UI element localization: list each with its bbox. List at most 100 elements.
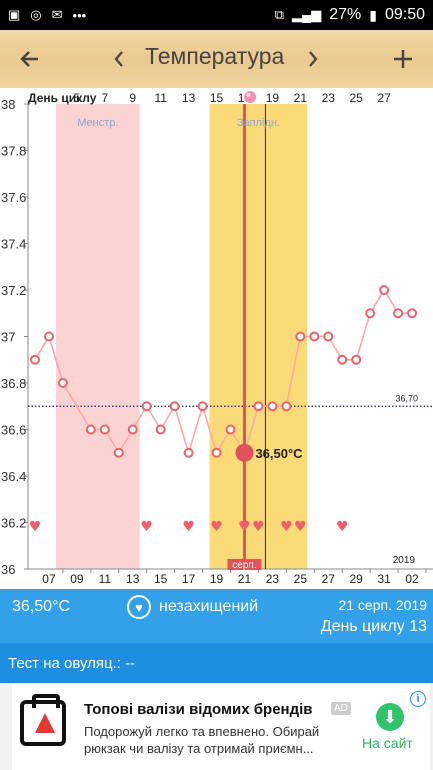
chrome-icon: ◎ <box>30 7 42 22</box>
date-label: 21 <box>238 572 252 586</box>
date-label: 02 <box>405 572 419 586</box>
temperature-point <box>99 424 110 435</box>
temperature-point <box>281 401 292 412</box>
temperature-point <box>407 308 418 319</box>
date-label: 11 <box>99 572 112 586</box>
y-tick-label: 37.4 <box>1 237 26 252</box>
date-label: 13 <box>126 572 140 586</box>
temperature-point <box>29 354 40 365</box>
date-label: 23 <box>266 572 280 586</box>
y-tick-label: 36.6 <box>1 423 26 438</box>
date-label: 25 <box>294 572 308 586</box>
next-chart-button[interactable] <box>298 30 328 88</box>
ad-title[interactable]: Топові валізи відомих брендів <box>84 701 313 718</box>
y-tick-label: 37.6 <box>1 190 26 205</box>
temperature-point <box>309 331 320 342</box>
top-axis-strip <box>0 88 433 104</box>
intercourse-heart-icon: ♥ <box>182 519 195 535</box>
date-label: 07 <box>42 572 56 586</box>
date-label: 15 <box>154 572 168 586</box>
temperature-point <box>337 354 348 365</box>
temperature-point <box>57 378 68 388</box>
y-tick-label: 36.8 <box>1 376 26 391</box>
y-tick-label: 38 <box>1 97 15 112</box>
page-title: Температура <box>145 43 285 69</box>
y-tick-label: 37.2 <box>1 283 26 298</box>
download-arrow-icon[interactable]: ⬇ <box>376 703 404 731</box>
temperature-point <box>85 424 96 435</box>
fertile-band <box>209 104 308 569</box>
chevron-right-icon <box>309 51 318 67</box>
temperature-point <box>365 308 376 319</box>
ovulation-marker-highlight <box>246 93 251 97</box>
chevron-left-icon <box>114 51 123 67</box>
gallery-icon: ▣ <box>8 7 21 22</box>
selected-cycle-day: День циклу 13 <box>320 618 427 635</box>
cycle-day-header: День циклу <box>28 91 97 105</box>
ad-text[interactable]: Подорожуй легко та впевнено. Обирай рюкз… <box>84 724 320 756</box>
ad-banner[interactable]: Топові валізи відомих брендів AD Подорож… <box>0 683 433 770</box>
y-tick-label: 37 <box>1 330 15 345</box>
ovulation-test-row[interactable]: Тест на овуляц.: -- <box>0 643 433 683</box>
app-bar: Температура <box>0 30 433 88</box>
temperature-point <box>197 401 208 412</box>
battery-percent: 27% <box>329 6 362 23</box>
more-notifications-icon: ••• <box>72 7 87 23</box>
add-button[interactable] <box>383 30 423 88</box>
ad-card[interactable] <box>12 683 430 770</box>
cycle-day-label: 13 <box>182 91 196 105</box>
cycle-day-label: 21 <box>294 91 308 105</box>
intercourse-heart-icon: ♥ <box>252 519 265 535</box>
temperature-point <box>43 331 54 342</box>
plus-icon <box>394 50 412 68</box>
intercourse-heart-icon: ♥ <box>140 519 153 535</box>
cycle-day-label: 5 <box>74 91 81 105</box>
protection-label: незахищений <box>159 598 259 615</box>
arrow-left-icon <box>20 51 38 67</box>
cycle-day-label: 25 <box>350 91 364 105</box>
date-label: 19 <box>210 572 224 586</box>
back-button[interactable] <box>8 30 52 88</box>
temperature-point <box>225 424 236 435</box>
protection-status[interactable]: ♥ незахищений <box>127 595 258 619</box>
date-label: 17 <box>182 572 196 586</box>
temperature-point <box>267 401 278 412</box>
coverline-label: 36,70 <box>395 393 418 403</box>
prev-chart-button[interactable] <box>104 30 134 88</box>
intercourse-heart-icon: ♥ <box>336 519 349 535</box>
signal-icon: ▂▄▆ <box>291 7 322 22</box>
selected-temperature: 36,50°C <box>12 598 70 615</box>
temperature-point <box>141 401 152 412</box>
menstruation-label: Менстр. <box>77 117 118 129</box>
selected-month-label: серп. <box>232 560 256 571</box>
temperature-point <box>323 331 334 342</box>
selected-temperature-point <box>235 443 254 462</box>
cycle-day-label: 23 <box>322 91 336 105</box>
temperature-point <box>155 424 166 435</box>
ad-info-icon[interactable]: i <box>410 691 426 707</box>
temperature-point <box>351 354 362 365</box>
suitcase-logo-icon <box>20 694 66 746</box>
temperature-point <box>393 308 404 319</box>
temperature-point <box>295 331 306 342</box>
y-tick-label: 36 <box>1 562 15 577</box>
clock: 09:50 <box>384 6 425 23</box>
fertile-label: Заплідн. <box>237 117 280 129</box>
gmail-icon: ✉ <box>51 7 63 22</box>
cycle-day-label: 19 <box>266 91 280 105</box>
temperature-point <box>113 447 124 458</box>
temperature-point <box>211 447 222 458</box>
y-tick-label: 36.4 <box>1 469 26 484</box>
date-label: 29 <box>350 572 364 586</box>
selected-date: 21 серп. 2019 <box>338 597 427 613</box>
selected-month-badge <box>227 559 262 570</box>
ad-cta-button[interactable]: На сайт <box>362 735 413 751</box>
cycle-day-label: 15 <box>210 91 224 105</box>
intercourse-heart-icon: ♥ <box>238 519 251 535</box>
temperature-point <box>183 447 194 458</box>
intercourse-heart-icon: ♥ <box>210 519 223 535</box>
temperature-point <box>379 285 390 295</box>
ovulation-marker-icon <box>244 91 257 103</box>
temperature-chart[interactable]: Менстр. Заплідн. 36 36.2 36.4 36.6 36.8 37 37.2 3… <box>0 88 433 588</box>
intercourse-heart-icon: ♥ <box>29 519 42 535</box>
